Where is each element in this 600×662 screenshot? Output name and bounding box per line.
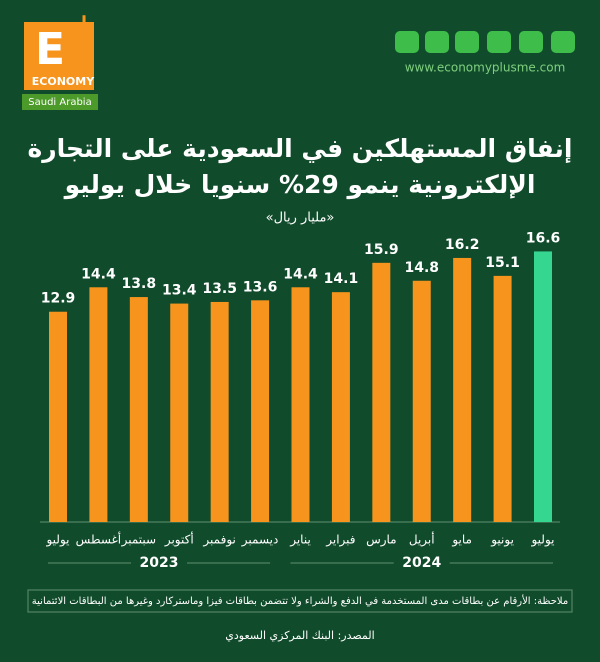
bar: [291, 287, 310, 522]
value-label: 16.2: [445, 237, 480, 253]
note-box: [27, 589, 573, 613]
x-tick-label: أكتوبر: [164, 532, 194, 548]
bar: [170, 303, 189, 522]
bar: [453, 257, 472, 522]
value-label: 13.4: [162, 283, 197, 299]
x-tick-label: فبراير: [325, 533, 355, 548]
x-tick-label: مايو: [451, 533, 472, 548]
title-line: إنفاق المستهلكين في السعودية على التجارة: [27, 134, 572, 164]
year-label: 2023: [140, 555, 179, 571]
x-tick-label: نوفمبر: [202, 533, 235, 548]
x-tick-label: سبتمبر: [121, 533, 156, 548]
year-label: 2024: [402, 555, 441, 571]
value-label: 12.9: [41, 291, 76, 307]
logo-box: [24, 22, 94, 90]
x-tick-label: يوليو: [530, 533, 554, 548]
social-icons: [395, 31, 575, 53]
logo-plus: +: [73, 9, 95, 39]
bar: [412, 280, 431, 522]
x-tick-label: يوليو: [45, 533, 69, 548]
note: ملاحظة: الأرقام عن بطاقات مدى المستخدمة …: [32, 594, 568, 607]
value-label: 14.8: [404, 260, 439, 276]
subtitle: «مليار ريال»: [266, 211, 335, 226]
logo-letter: E: [35, 24, 65, 75]
bar: [49, 311, 67, 522]
bar: [372, 262, 391, 522]
bar: [210, 301, 229, 522]
title-line: الإلكترونية ينمو 29% سنويا خلال يوليو: [63, 170, 536, 200]
x-tick-label: يناير: [289, 533, 311, 548]
x-tick-label: يونيو: [490, 533, 514, 548]
region: Saudi Arabia: [28, 97, 91, 108]
bar: [493, 275, 512, 522]
region-box: [22, 94, 98, 110]
bar: [331, 292, 350, 522]
value-label: 14.4: [283, 266, 318, 282]
value-label: 13.5: [202, 281, 237, 297]
website: www.economyplusme.com: [405, 61, 566, 75]
value-label: 15.1: [485, 255, 520, 271]
bar: [251, 300, 270, 522]
bar: [89, 287, 108, 522]
x-tick-label: أغسطس: [76, 532, 121, 548]
value-label: 15.9: [364, 242, 399, 258]
logo-word: ECONOMY: [32, 75, 95, 88]
bar: [129, 297, 148, 522]
value-label: 14.4: [81, 266, 116, 282]
value-label: 13.6: [243, 279, 278, 295]
x-tick-label: ديسمبر: [241, 533, 279, 548]
value-label: 16.6: [526, 230, 561, 246]
x-tick-label: أبريل: [409, 532, 435, 548]
bar: [534, 251, 552, 523]
source: المصدر: البنك المركزي السعودي: [225, 629, 374, 642]
value-label: 13.8: [122, 276, 157, 292]
value-label: 14.1: [324, 271, 359, 287]
x-tick-label: مارس: [366, 533, 397, 548]
